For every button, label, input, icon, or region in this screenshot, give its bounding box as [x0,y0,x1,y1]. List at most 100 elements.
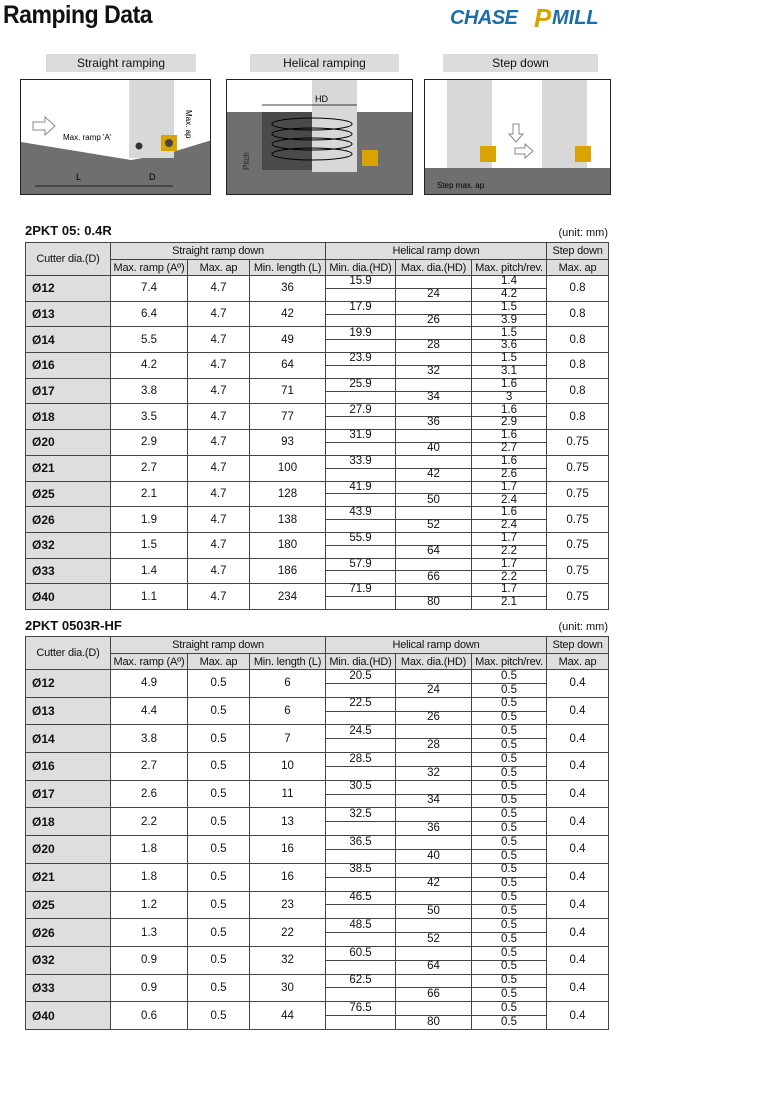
max-dia-top [396,559,472,572]
max-pitch-bottom: 2.2 [501,570,518,583]
max-ap-cell: 4.7 [187,275,250,302]
max-dia-bottom: 24 [427,288,440,301]
max-dia-bottom: 26 [427,711,440,724]
header-max-ramp: Max. ramp (Aº) [110,653,188,670]
min-dia-bottom [326,443,395,455]
min-dia-split: 30.5 [326,781,396,808]
max-pitch-bottom: 3.6 [501,339,518,352]
max-dia-cell: 40 [395,429,473,456]
min-length-cell: 93 [248,429,327,456]
min-dia-split: 19.9 [326,327,396,352]
max-dia-top [396,753,472,767]
max-dia-bottom: 80 [427,1015,440,1028]
min-dia-top: 27.9 [326,404,396,418]
min-dia-top: 43.9 [326,507,396,521]
min-dia-top: 19.9 [326,327,396,341]
max-pitch-cell: 1.5 3.1 [471,353,548,379]
step-max-ap-cell: 0.4 [546,724,610,754]
max-dia-bottom: 42 [427,467,440,480]
max-dia-split: 66 [396,559,472,584]
cutter-dia-cell: Ø32 [25,946,111,975]
table-row: Ø13 4.4 0.5 6 22.5 26 0.5 0.5 0.4 [25,697,610,726]
max-dia-top [396,379,472,392]
min-dia-cell: 46.5 [325,891,397,920]
max-ramp-cell: 5.5 [110,326,188,354]
table-row: Ø21 2.7 4.7 100 33.9 42 1.6 2.6 0.75 [25,455,610,482]
max-dia-split: 64 [396,533,472,558]
min-dia-split: 15.9 [326,275,396,301]
max-ap-cell: 4.7 [187,558,250,585]
max-ap-cell: 4.7 [187,455,250,482]
max-dia-split: 52 [396,507,472,532]
min-dia-bottom [326,417,395,429]
header-max-pitch: Max. pitch/rev. [471,653,548,670]
header-min-dia: Min. dia.(HD) [325,259,397,276]
min-dia-cell: 30.5 [325,780,397,809]
max-dia-top [396,353,472,366]
header-max-dia: Max. dia.(HD) [395,259,473,276]
max-dia-cell: 42 [395,455,473,482]
min-dia-bottom [326,340,395,352]
max-pitch-cell: 0.5 0.5 [471,669,548,698]
max-dia-cell: 64 [395,532,473,559]
min-dia-bottom [326,597,395,609]
max-pitch-bottom: 3.1 [501,365,518,378]
max-pitch-split: 0.5 0.5 [472,698,547,725]
max-pitch-split: 0.5 0.5 [472,753,547,780]
step-down-diagram: Step max. ap [424,79,611,195]
min-dia-split: 48.5 [326,919,396,946]
max-dia-top [396,919,472,934]
max-dia-split: 40 [396,430,472,455]
max-pitch-top: 1.7 [472,532,547,546]
min-dia-split: 27.9 [326,404,396,429]
max-dia-top [396,302,472,315]
step-max-ap-cell: 0.4 [546,780,610,809]
max-dia-cell: 40 [395,835,473,864]
step-max-ap-cell: 0.4 [546,891,610,920]
header-max-dia: Max. dia.(HD) [395,653,473,670]
max-dia-split: 28 [396,327,472,352]
min-dia-top: 15.9 [326,275,396,289]
table-row: Ø33 0.9 0.5 30 62.5 66 0.5 0.5 0.4 [25,974,610,1003]
min-dia-bottom [326,712,395,725]
max-dia-bottom: 50 [427,493,440,506]
max-dia-top [396,892,472,906]
min-dia-cell: 36.5 [325,835,397,864]
header-min-dia: Min. dia.(HD) [325,653,397,670]
max-ap-cell: 4.7 [187,506,250,533]
table-row: Ø32 0.9 0.5 32 60.5 64 0.5 0.5 0.4 [25,946,610,975]
min-dia-top: 28.5 [326,753,396,767]
min-dia-cell: 76.5 [325,1001,397,1030]
cutter-dia-cell: Ø17 [25,780,111,809]
max-pitch-cell: 0.5 0.5 [471,891,548,920]
max-ramp-cell: 6.4 [110,301,188,328]
max-pitch-bottom: 0.5 [501,766,518,779]
max-ap-cell: 0.5 [187,918,250,947]
max-dia-cell: 24 [395,669,473,698]
step-max-ap-cell: 0.8 [546,403,610,431]
max-ap-cell: 0.5 [187,891,250,920]
max-pitch-cell: 1.7 2.2 [471,558,548,585]
max-dia-top [396,1002,472,1017]
min-dia-bottom [326,684,395,697]
min-dia-bottom [326,315,395,327]
step-max-ap-cell: 0.4 [546,752,610,781]
max-pitch-bottom: 0.5 [501,849,518,862]
header-cutter-dia: Cutter dia.(D) [25,242,111,276]
max-dia-split: 40 [396,836,472,863]
min-dia-split: 24.5 [326,725,396,752]
min-length-cell: 77 [248,403,327,431]
max-pitch-bottom: 0.5 [501,877,518,890]
min-dia-cell: 60.5 [325,946,397,975]
min-length-cell: 138 [248,506,327,533]
max-dia-top [396,533,472,546]
min-dia-split: 33.9 [326,455,396,481]
step-max-ap-label: Step max. ap [437,181,485,190]
min-dia-cell: 62.5 [325,974,397,1003]
min-dia-top: 46.5 [326,891,396,906]
min-length-cell: 32 [248,946,327,975]
max-ap-cell: 0.5 [187,669,250,698]
max-dia-cell: 52 [395,918,473,947]
cutter-dia-cell: Ø14 [25,724,111,754]
max-pitch-split: 1.5 3.9 [472,301,547,327]
